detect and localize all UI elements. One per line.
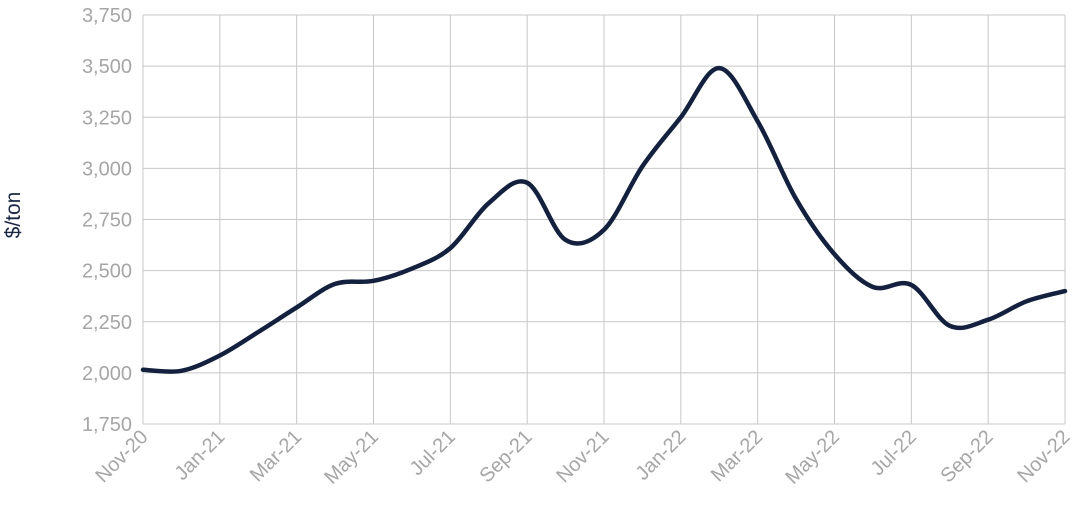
- y-tick-label: 2,750: [82, 210, 132, 232]
- x-tick-label: May-22: [781, 426, 844, 489]
- x-tick-label: Sep-21: [476, 426, 537, 487]
- x-tick-label: Nov-22: [1013, 426, 1074, 487]
- x-axis-tick-labels: Nov-20 Jan-21 Mar-21 May-21 Jul-21 Sep-21 Nov-…: [91, 426, 1074, 489]
- x-tick-label: Jan-22: [632, 426, 691, 485]
- y-tick-label: 2,250: [82, 312, 132, 334]
- y-tick-label: 2,000: [82, 363, 132, 385]
- y-tick-label: 3,250: [82, 107, 132, 129]
- x-tick-label: Jul-22: [867, 426, 921, 480]
- price-series-line: [140, 65, 1068, 374]
- x-tick-label: May-21: [320, 426, 383, 489]
- y-axis-label: $/ton: [2, 192, 25, 239]
- y-tick-label: 3,500: [82, 56, 132, 78]
- y-tick-label: 3,000: [82, 158, 132, 180]
- x-tick-label: Jan-21: [171, 426, 230, 485]
- x-tick-label: Jul-21: [406, 426, 460, 480]
- x-tick-label: Mar-21: [246, 426, 306, 486]
- x-tick-label: Sep-22: [937, 426, 998, 487]
- y-tick-label: 2,500: [82, 261, 132, 283]
- x-tick-label: Mar-22: [707, 426, 767, 486]
- x-tick-label: Nov-21: [552, 426, 613, 487]
- series-layer: [140, 65, 1068, 374]
- y-axis-tick-labels: 1,750 2,000 2,250 2,500 2,750 3,000 3,250 3,500…: [82, 5, 132, 436]
- y-tick-label: 1,750: [82, 414, 132, 436]
- y-tick-label: 3,750: [82, 5, 132, 27]
- gridlines: [142, 14, 1066, 425]
